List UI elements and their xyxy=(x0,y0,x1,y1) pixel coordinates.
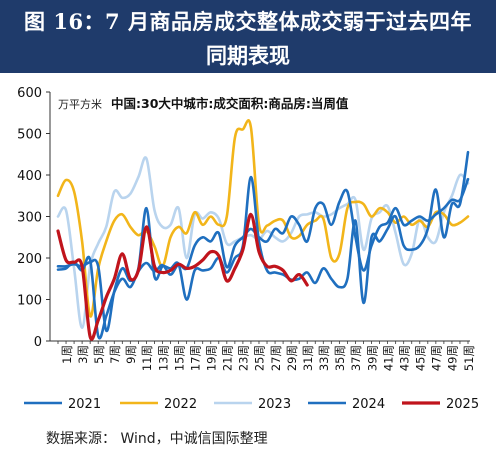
x-tick-label: 33周 xyxy=(317,345,331,371)
x-tick-label: 25周 xyxy=(253,345,267,371)
x-tick-label: 15周 xyxy=(172,345,186,371)
x-tick-label: 39周 xyxy=(365,345,379,371)
x-tick-label: 5周 xyxy=(92,345,106,364)
x-tick-label: 35周 xyxy=(333,345,347,371)
series-line-2025 xyxy=(56,212,309,341)
series-line-2023 xyxy=(56,156,470,330)
line-chart: 万平方米 中国:30大中城市:成交面积:商品房:当周值 0 100 200 300 40… xyxy=(17,86,479,412)
x-tick-label: 51周 xyxy=(462,345,476,371)
x-tick-label: 31周 xyxy=(301,345,315,371)
series-line-2021 xyxy=(56,177,470,340)
page-title: 图 16：7 月商品房成交整体成交弱于过去四年 xyxy=(24,9,472,34)
legend-label-2021: 2021 xyxy=(68,397,101,412)
series-line-2022 xyxy=(56,119,470,318)
legend-label-2023: 2023 xyxy=(258,397,291,412)
y-tick-label: 600 xyxy=(17,86,42,101)
x-tick-label: 47周 xyxy=(430,345,444,371)
page-title-line2: 同期表现 xyxy=(206,43,290,68)
x-tick-label: 45周 xyxy=(414,345,428,371)
x-tick-label: 1周 xyxy=(60,345,74,364)
x-tick-label: 17周 xyxy=(188,345,202,371)
y-tick-label: 200 xyxy=(17,252,42,267)
x-tick-label: 29周 xyxy=(285,345,299,371)
x-tick-label: 11周 xyxy=(140,345,154,371)
x-tick-label: 9周 xyxy=(124,345,138,364)
y-tick-label: 0 xyxy=(34,335,42,350)
x-tick-label: 49周 xyxy=(446,345,460,371)
x-tick-label: 13周 xyxy=(156,345,170,371)
y-tick-label: 500 xyxy=(17,128,42,143)
y-tick-label: 400 xyxy=(17,169,42,184)
x-tick-label: 21周 xyxy=(221,345,235,371)
x-tick-label: 43周 xyxy=(397,345,411,371)
x-tick-label: 23周 xyxy=(237,345,251,371)
y-tick-label: 100 xyxy=(17,294,42,309)
legend-label-2025: 2025 xyxy=(446,397,479,412)
x-tick-label: 7周 xyxy=(108,345,122,364)
title-bar: 图 16：7 月商品房成交整体成交弱于过去四年 同期表现 xyxy=(0,0,496,73)
x-tick-label: 3周 xyxy=(76,345,90,364)
legend-label-2024: 2024 xyxy=(352,397,385,412)
x-tick-label: 41周 xyxy=(381,345,395,371)
chart-unit-label: 万平方米 xyxy=(58,97,102,111)
y-tick-label: 300 xyxy=(17,211,42,226)
x-tick-label: 37周 xyxy=(349,345,363,371)
data-source: 数据来源： Wind，中诚信国际整理 xyxy=(46,431,268,447)
chart-title: 中国:30大中城市:成交面积:商品房:当周值 xyxy=(111,96,349,111)
x-tick-label: 19周 xyxy=(205,345,219,371)
x-tick-label: 27周 xyxy=(269,345,283,371)
legend-label-2022: 2022 xyxy=(164,397,197,412)
